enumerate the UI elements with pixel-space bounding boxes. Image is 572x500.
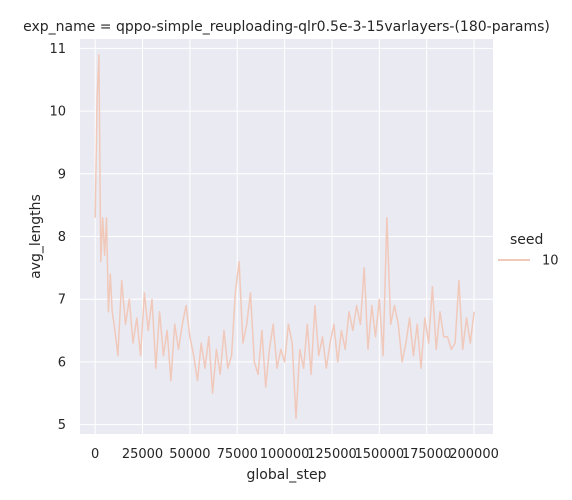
x-tick-labels: 0 25000 50000 75000 100000125000150000175000… xyxy=(91,447,499,462)
y-tick-label: 5 xyxy=(58,418,66,433)
x-tick-label: 0 xyxy=(91,447,99,462)
series-line-10 xyxy=(94,53,475,420)
x-tick-label: 200000 xyxy=(449,447,499,462)
x-tick-label: 75000 xyxy=(217,447,258,462)
chart-title: exp_name = qppo-simple_reuploading-qlr0.… xyxy=(23,19,550,35)
x-tick-label: 125000 xyxy=(307,447,357,462)
y-axis-label: avg_lengths xyxy=(28,194,44,279)
legend: seed 10 xyxy=(498,232,559,269)
series-layer xyxy=(94,53,475,420)
legend-title: seed xyxy=(510,232,543,248)
y-tick-label: 10 xyxy=(49,105,66,120)
x-tick-label: 50000 xyxy=(169,447,210,462)
y-tick-label: 7 xyxy=(58,293,66,308)
x-tick-label: 100000 xyxy=(260,447,310,462)
y-tick-label: 6 xyxy=(58,355,66,370)
y-tick-label: 11 xyxy=(49,42,66,57)
y-tick-labels: 5 6 7 8 9 10 11 xyxy=(49,42,66,433)
x-tick-label: 175000 xyxy=(402,447,452,462)
y-tick-label: 9 xyxy=(58,167,66,182)
x-axis-label: global_step xyxy=(247,467,327,483)
y-tick-label: 8 xyxy=(58,230,66,245)
x-tick-label: 25000 xyxy=(122,447,163,462)
grid xyxy=(80,39,493,434)
x-tick-label: 150000 xyxy=(355,447,405,462)
legend-label: 10 xyxy=(542,254,559,269)
